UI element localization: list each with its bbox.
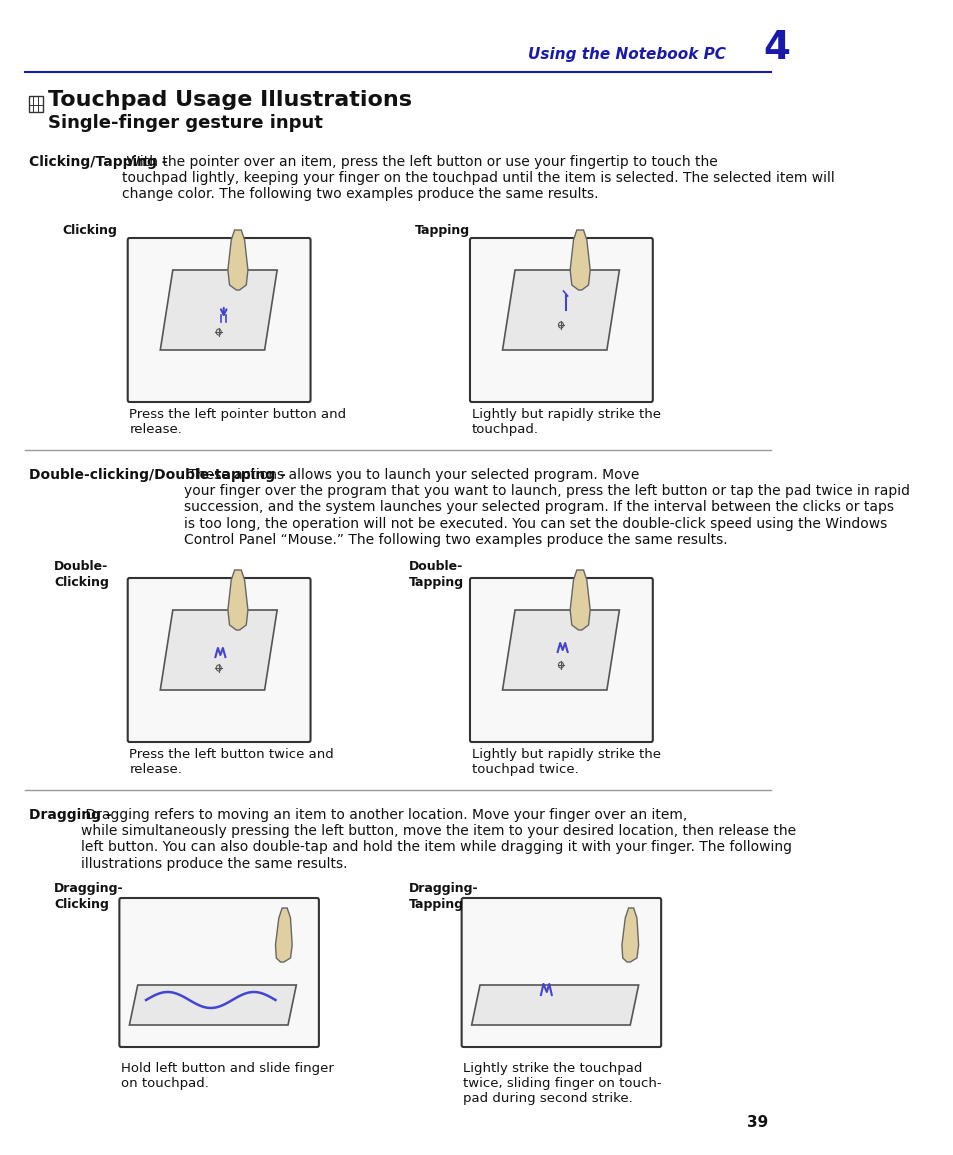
Text: 4: 4 <box>762 29 789 67</box>
Polygon shape <box>471 985 638 1024</box>
Text: Single-finger gesture input: Single-finger gesture input <box>48 114 322 132</box>
Text: With the pointer over an item, press the left button or use your fingertip to to: With the pointer over an item, press the… <box>122 155 834 201</box>
Text: Dragging -: Dragging - <box>30 808 112 822</box>
Text: Tapping: Tapping <box>415 224 470 237</box>
Text: Hold left button and slide finger
on touchpad.: Hold left button and slide finger on tou… <box>121 1061 334 1090</box>
Text: Dragging-
Tapping: Dragging- Tapping <box>409 882 478 911</box>
Text: Double-clicking/Double-tapping -: Double-clicking/Double-tapping - <box>30 468 286 482</box>
FancyBboxPatch shape <box>119 897 318 1046</box>
Text: Touchpad Usage Illustrations: Touchpad Usage Illustrations <box>48 90 411 110</box>
Polygon shape <box>160 270 277 350</box>
Text: These actions allows you to launch your selected program. Move
your finger over : These actions allows you to launch your … <box>184 468 909 546</box>
Text: Dragging-
Clicking: Dragging- Clicking <box>54 882 124 911</box>
Polygon shape <box>502 270 618 350</box>
Polygon shape <box>621 908 638 962</box>
Text: Double-
Tapping: Double- Tapping <box>409 560 464 589</box>
Text: Lightly but rapidly strike the
touchpad twice.: Lightly but rapidly strike the touchpad … <box>471 748 660 776</box>
Text: Clicking: Clicking <box>63 224 117 237</box>
Polygon shape <box>570 230 590 290</box>
FancyBboxPatch shape <box>128 578 311 742</box>
Text: Using the Notebook PC: Using the Notebook PC <box>528 47 725 62</box>
Polygon shape <box>160 610 277 690</box>
Polygon shape <box>570 571 590 629</box>
Polygon shape <box>130 985 296 1024</box>
FancyBboxPatch shape <box>461 897 660 1046</box>
Polygon shape <box>228 571 248 629</box>
FancyBboxPatch shape <box>128 238 311 402</box>
Text: Press the left button twice and
release.: Press the left button twice and release. <box>130 748 334 776</box>
FancyBboxPatch shape <box>470 238 652 402</box>
Text: Press the left pointer button and
release.: Press the left pointer button and releas… <box>130 408 346 435</box>
Text: Lightly but rapidly strike the
touchpad.: Lightly but rapidly strike the touchpad. <box>471 408 660 435</box>
Text: Lightly strike the touchpad
twice, sliding finger on touch-
pad during second st: Lightly strike the touchpad twice, slidi… <box>463 1061 661 1105</box>
Polygon shape <box>502 610 618 690</box>
Polygon shape <box>228 230 248 290</box>
Text: 39: 39 <box>746 1115 767 1130</box>
Text: Clicking/Tapping -: Clicking/Tapping - <box>30 155 168 169</box>
Text: Dragging refers to moving an item to another location. Move your finger over an : Dragging refers to moving an item to ano… <box>81 808 795 871</box>
Bar <box>30 96 43 112</box>
FancyBboxPatch shape <box>470 578 652 742</box>
Text: Double-
Clicking: Double- Clicking <box>54 560 109 589</box>
Polygon shape <box>275 908 292 962</box>
